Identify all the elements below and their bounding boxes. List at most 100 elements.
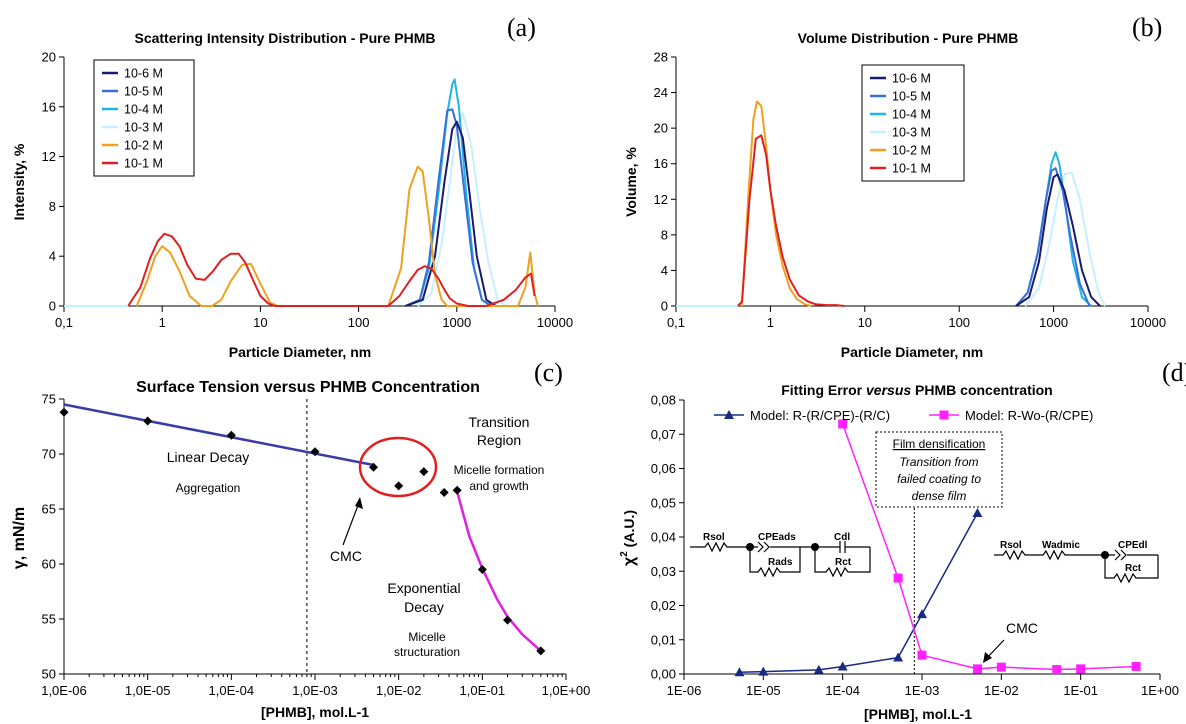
- y-tick-label-d-3: 0,03: [651, 564, 676, 579]
- y-tick-label-a-0: 0: [49, 299, 56, 314]
- y-tick-label-c-4: 70: [42, 447, 56, 462]
- circuit1-label-cdl: Cdl: [834, 532, 850, 543]
- cmc-arrow-head-d: [983, 652, 992, 663]
- x-axis-label-b: Particle Diameter, nm: [841, 344, 983, 360]
- y-axis-label-b: Volume, %: [623, 147, 639, 217]
- circuit1-rads-resistor: [749, 547, 801, 578]
- panel-label-a: (a): [507, 13, 536, 42]
- chart-title-d: Fitting Error versus PHMB concentration: [781, 382, 1053, 398]
- marker-triangle-d-6: [972, 508, 983, 518]
- annotation-c-aggregation: Aggregation: [176, 481, 241, 495]
- annotation-c-micelle-struct-2: structuration: [394, 645, 460, 659]
- panel-c: (c) Surface Tension versus PHMB Concentr…: [11, 358, 590, 720]
- cmc-arrow-head-c: [355, 497, 363, 509]
- data-point-c-2: [226, 430, 236, 440]
- marker-square-d-7: [1131, 661, 1141, 671]
- series-line-b-5: [736, 134, 845, 307]
- series-line-a-3: [417, 112, 507, 307]
- x-tick-label-d-5: 1E-01: [1063, 683, 1098, 698]
- y-axis-label-a: Intensity, %: [11, 143, 27, 220]
- x-tick-label-d-4: 1E-02: [984, 683, 1019, 698]
- y-tick-label-a-1: 4: [49, 249, 56, 264]
- legend-label-b-2: 10-4 M: [892, 108, 931, 122]
- y-tick-label-d-8: 0,08: [651, 393, 676, 408]
- series-line-a-0: [405, 120, 497, 307]
- y-tick-label-d-5: 0,05: [651, 495, 676, 510]
- y-tick-label-b-4: 16: [654, 156, 668, 171]
- y-axis-label-d-rest: (A.U.): [621, 510, 637, 551]
- y-tick-label-c-5: 75: [42, 392, 56, 407]
- data-point-c-10: [503, 615, 513, 625]
- circuit2-cpe: [1105, 549, 1158, 561]
- panel-label-c: (c): [534, 358, 563, 387]
- y-tick-label-d-4: 0,04: [651, 530, 676, 545]
- y-tick-label-b-2: 8: [661, 227, 668, 242]
- circuit1-cpe: [750, 541, 815, 553]
- y-tick-label-c-1: 55: [42, 612, 56, 627]
- chart-title-b: Volume Distribution - Pure PHMB: [798, 30, 1019, 46]
- y-axis-label-d: χ2 (A.U.): [619, 510, 638, 566]
- marker-triangle-d-1: [758, 666, 769, 676]
- panel-label-b: (b): [1132, 13, 1162, 42]
- y-tick-label-c-0: 50: [42, 667, 56, 682]
- x-tick-label-c-0: 1,0E-06: [41, 683, 87, 698]
- data-point-c-8: [452, 485, 462, 495]
- y-tick-label-a-2: 8: [49, 199, 56, 214]
- annotation-c-exponential-2: Decay: [404, 599, 444, 615]
- x-tick-label-a-1: 1: [159, 315, 166, 330]
- fit-line-c-linear: [63, 403, 374, 467]
- circuit2-label-wadmic: Wadmic: [1042, 540, 1080, 551]
- legend-label-b-3: 10-3 M: [892, 126, 931, 140]
- data-point-c-7: [439, 488, 449, 497]
- y-tick-label-b-1: 4: [661, 263, 668, 278]
- data-point-c-5: [394, 481, 404, 491]
- panel-d: (d) Fitting Error versus PHMB concentrat…: [619, 358, 1186, 722]
- series-line-a-5: [127, 232, 536, 307]
- circuit1-rsol-resistor: [690, 541, 750, 553]
- marker-square-d-0: [838, 419, 848, 429]
- marker-square-d-6: [1076, 664, 1086, 674]
- annotation-c-micelle-formation-2: and growth: [469, 479, 528, 493]
- circuit1-rct-resistor: [814, 547, 871, 578]
- circuit2-label-rct: Rct: [1125, 563, 1142, 574]
- x-tick-label-a-4: 1000: [442, 315, 471, 330]
- x-tick-label-a-0: 0,1: [55, 315, 73, 330]
- annotation-c-micelle-formation-1: Micelle formation: [454, 463, 545, 477]
- marker-triangle-d-4: [893, 652, 904, 662]
- annotation-c-micelle-struct-1: Micelle: [408, 630, 446, 644]
- marker-square-d-3: [972, 664, 982, 674]
- x-tick-label-d-1: 1E-05: [746, 683, 781, 698]
- x-tick-label-d-2: 1E-04: [825, 683, 860, 698]
- legend-marker-d-0: [724, 410, 734, 419]
- chart-title-d-part1: Fitting Error: [781, 382, 866, 398]
- annotation-c-transition-1: Transition: [469, 414, 530, 430]
- legend-label-b-1: 10-5 M: [892, 90, 931, 104]
- circuit2-label-rsol: Rsol: [1000, 540, 1022, 551]
- data-point-c-3: [310, 447, 320, 457]
- x-tick-label-b-0: 0,1: [667, 315, 685, 330]
- x-tick-label-b-5: 10000: [1130, 315, 1166, 330]
- x-tick-label-d-0: 1E-06: [667, 683, 702, 698]
- x-tick-label-d-3: 1E-03: [905, 683, 940, 698]
- chart-title-d-part3: PHMB concentration: [911, 382, 1053, 398]
- circuit-diagram-2: [994, 549, 1159, 584]
- circuit2-rct-resistor: [1104, 555, 1159, 584]
- legend-label-a-3: 10-3 M: [124, 121, 163, 135]
- data-point-c-4: [368, 462, 378, 472]
- y-axis-label-d-sup: 2: [619, 551, 630, 557]
- circuit2-label-cpedl: CPEdl: [1118, 540, 1148, 551]
- y-tick-label-c-3: 65: [42, 502, 56, 517]
- marker-square-d-2: [917, 650, 927, 660]
- y-tick-label-b-3: 12: [654, 192, 668, 207]
- marker-triangle-d-5: [917, 609, 927, 619]
- y-tick-label-a-3: 12: [42, 149, 56, 164]
- marker-square-d-1: [893, 573, 903, 583]
- legend-marker-d-1: [939, 410, 949, 420]
- marker-square-d-5: [1052, 665, 1062, 675]
- x-tick-label-a-2: 10: [253, 315, 267, 330]
- chart-title-a: Scattering Intensity Distribution - Pure…: [134, 30, 435, 46]
- legend-box-b: [861, 64, 965, 182]
- x-tick-label-c-6: 1,0E+00: [542, 683, 591, 698]
- data-point-c-9: [477, 565, 487, 574]
- marker-square-d-4: [996, 662, 1006, 672]
